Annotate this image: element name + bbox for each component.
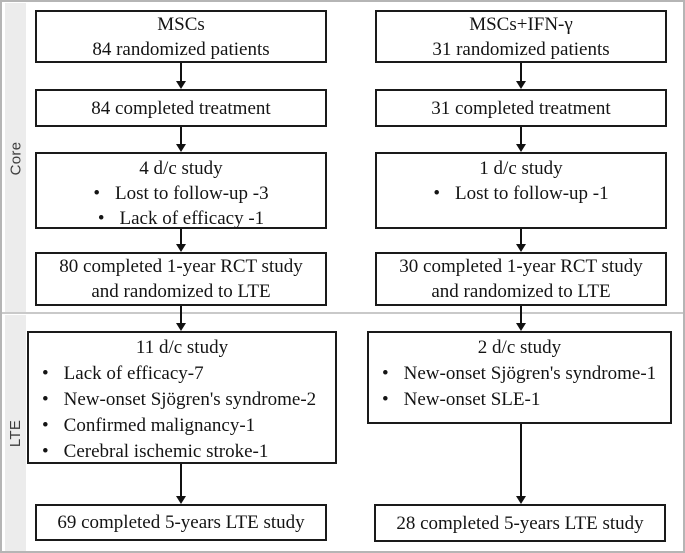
box-text-line: 84 randomized patients [92, 38, 270, 60]
box-msc-discontinued-core: 4 d/c study Lost to follow-up -3Lack of … [35, 152, 327, 229]
box-text-line: 84 completed treatment [91, 97, 271, 119]
box-text-line: 31 randomized patients [432, 38, 610, 60]
box-text-line: 2 d/c study [477, 337, 562, 358]
box-msc-completed-lte: 69 completed 5-years LTE study [35, 504, 327, 541]
down-arrow-icon [176, 127, 186, 152]
box-text-line: and randomized to LTE [91, 281, 271, 302]
box-text-line: 11 d/c study [135, 337, 229, 358]
box-text-line: 4 d/c study [139, 158, 223, 179]
box-text-line: 30 completed 1-year RCT study [399, 256, 643, 277]
core-phase-label: Core [7, 141, 24, 175]
bullet-item: New-onset SLE-1 [369, 387, 670, 413]
bullet-item: New-onset Sjögren's syndrome-1 [369, 361, 670, 387]
bullet-item: Lost to follow-up -3 [37, 181, 325, 206]
box-text-line: 31 completed treatment [431, 97, 611, 119]
box-msc-completed-rct: 80 completed 1-year RCT study and random… [35, 252, 327, 306]
box-ifn-completed-treatment: 31 completed treatment [375, 89, 667, 127]
bullet-list: Lack of efficacy-7New-onset Sjögren's sy… [29, 361, 335, 465]
box-msc-discontinued-lte: 11 d/c study Lack of efficacy-7New-onset… [27, 331, 337, 464]
down-arrow-icon [516, 306, 526, 331]
box-ifn-completed-rct: 30 completed 1-year RCT study and random… [375, 252, 667, 306]
down-arrow-icon [516, 424, 526, 504]
box-text-line: 28 completed 5-years LTE study [396, 512, 644, 534]
box-text-line: MSCs+IFN-γ [469, 13, 573, 35]
bullet-item: Lack of efficacy-7 [29, 361, 335, 387]
box-text-line: 80 completed 1-year RCT study [59, 256, 303, 277]
bullet-item: Cerebral ischemic stroke-1 [29, 439, 335, 465]
lte-phase-label: LTE [7, 419, 25, 447]
box-ifn-discontinued-lte: 2 d/c study New-onset Sjögren's syndrome… [367, 331, 672, 424]
core-phase-strip: Core [5, 3, 26, 313]
box-ifn-discontinued-core: 1 d/c study Lost to follow-up -1 [375, 152, 667, 229]
bullet-list: New-onset Sjögren's syndrome-1New-onset … [369, 361, 670, 413]
down-arrow-icon [176, 464, 186, 504]
down-arrow-icon [176, 306, 186, 331]
bullet-list: Lost to follow-up -1 [377, 181, 665, 206]
bullet-item: Lost to follow-up -1 [377, 181, 665, 206]
down-arrow-icon [516, 229, 526, 252]
box-msc-enrollment: MSCs 84 randomized patients [35, 10, 327, 63]
box-text-line: 69 completed 5-years LTE study [57, 512, 305, 533]
down-arrow-icon [176, 229, 186, 252]
down-arrow-icon [176, 63, 186, 89]
bullet-item: Lack of efficacy -1 [37, 206, 325, 231]
lte-phase-strip: LTE [5, 315, 26, 551]
bullet-list: Lost to follow-up -3Lack of efficacy -1 [37, 181, 325, 231]
bullet-item: Confirmed malignancy-1 [29, 413, 335, 439]
box-text-line: MSCs [157, 13, 205, 35]
box-text-line: 1 d/c study [479, 158, 563, 179]
box-ifn-enrollment: MSCs+IFN-γ 31 randomized patients [375, 10, 667, 63]
box-ifn-completed-lte: 28 completed 5-years LTE study [374, 504, 666, 542]
box-text-line: and randomized to LTE [431, 281, 611, 302]
bullet-item: New-onset Sjögren's syndrome-2 [29, 387, 335, 413]
core-lte-divider [2, 312, 683, 314]
down-arrow-icon [516, 63, 526, 89]
box-msc-completed-treatment: 84 completed treatment [35, 89, 327, 127]
down-arrow-icon [516, 127, 526, 152]
